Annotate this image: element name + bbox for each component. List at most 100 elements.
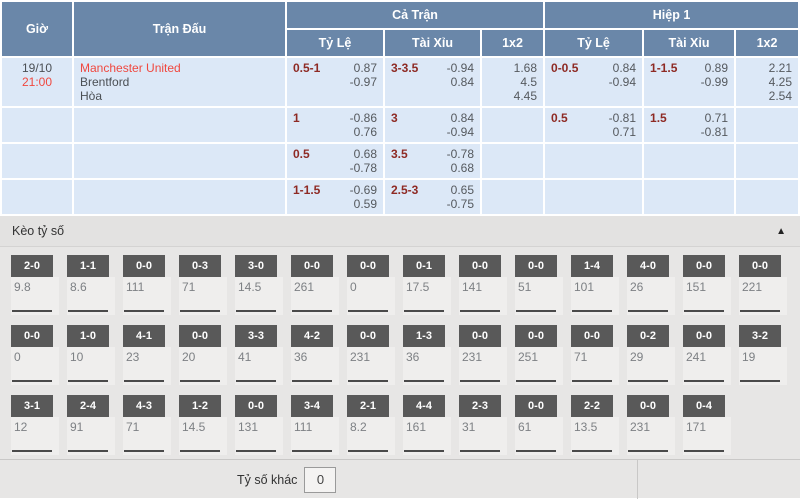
score-odd-value[interactable]: 36 xyxy=(403,347,451,385)
score-tile[interactable]: 0-0 241 xyxy=(683,325,731,387)
ft-1x2-cell[interactable]: 1.68 4.5 4.45 xyxy=(482,58,544,106)
ft-1x2-home-odd[interactable]: 1.68 xyxy=(513,61,538,75)
ft-1x2-cell[interactable] xyxy=(482,108,544,142)
other-score-input[interactable] xyxy=(304,466,337,493)
score-odd-value[interactable]: 161 xyxy=(403,417,451,455)
ft-handicap-cell[interactable]: 0.5-1 0.87 -0.97 xyxy=(287,58,383,106)
score-tile[interactable]: 1-3 36 xyxy=(403,325,451,387)
score-tile[interactable]: 1-4 101 xyxy=(571,255,619,317)
h1-overunder-cell[interactable]: 1.5 0.71 -0.81 xyxy=(644,108,735,142)
score-odd-value[interactable]: 71 xyxy=(571,347,619,385)
h1-handicap-odd-away[interactable]: 0.71 xyxy=(612,125,637,139)
score-tile[interactable]: 1-1 8.6 xyxy=(67,255,115,317)
score-tile[interactable]: 0-0 231 xyxy=(347,325,395,387)
score-tile[interactable]: 1-2 14.5 xyxy=(179,395,227,457)
score-odd-value[interactable]: 0 xyxy=(11,347,59,385)
ft-over-odd[interactable]: -0.78 xyxy=(446,147,474,161)
ft-1x2-cell[interactable] xyxy=(482,144,544,178)
score-odd-value[interactable]: 71 xyxy=(123,417,171,455)
score-tile[interactable]: 0-0 231 xyxy=(459,325,507,387)
h1-1x2-draw-odd[interactable]: 4.25 xyxy=(768,75,793,89)
score-tile[interactable]: 3-4 111 xyxy=(291,395,339,457)
h1-handicap-odd-home[interactable]: 0.84 xyxy=(612,61,637,75)
score-odd-value[interactable]: 41 xyxy=(235,347,283,385)
ft-under-odd[interactable]: -0.94 xyxy=(446,125,474,139)
score-odd-value[interactable]: 17.5 xyxy=(403,277,451,315)
score-tile[interactable]: 0-4 171 xyxy=(683,395,731,457)
score-tile[interactable]: 0-0 251 xyxy=(515,325,563,387)
ft-over-odd[interactable]: 0.84 xyxy=(450,111,474,125)
score-odd-value[interactable]: 8.2 xyxy=(347,417,395,455)
score-tile[interactable]: 2-1 8.2 xyxy=(347,395,395,457)
score-tile[interactable]: 2-2 13.5 xyxy=(571,395,619,457)
score-tile[interactable]: 2-0 9.8 xyxy=(11,255,59,317)
score-odd-value[interactable]: 251 xyxy=(515,347,563,385)
ft-overunder-cell[interactable]: 3 0.84 -0.94 xyxy=(385,108,480,142)
score-odd-value[interactable]: 111 xyxy=(123,277,171,315)
h1-under-odd[interactable]: -0.99 xyxy=(700,75,729,89)
ft-over-odd[interactable]: -0.94 xyxy=(446,61,474,75)
score-tile[interactable]: 0-0 51 xyxy=(515,255,563,317)
score-tile[interactable]: 4-2 36 xyxy=(291,325,339,387)
h1-handicap-cell[interactable]: 0-0.5 0.84 -0.94 xyxy=(545,58,643,106)
score-tile[interactable]: 2-4 91 xyxy=(67,395,115,457)
score-odd-value[interactable]: 14.5 xyxy=(179,417,227,455)
score-tile[interactable]: 3-0 14.5 xyxy=(235,255,283,317)
score-odd-value[interactable]: 23 xyxy=(123,347,171,385)
score-tile[interactable]: 3-3 41 xyxy=(235,325,283,387)
score-odd-value[interactable]: 111 xyxy=(291,417,339,455)
score-tile[interactable]: 0-0 111 xyxy=(123,255,171,317)
ft-overunder-cell[interactable]: 3.5 -0.78 0.68 xyxy=(385,144,480,178)
score-tile[interactable]: 0-0 221 xyxy=(739,255,787,317)
score-odd-value[interactable]: 131 xyxy=(235,417,283,455)
score-odd-value[interactable]: 10 xyxy=(67,347,115,385)
h1-1x2-cell[interactable] xyxy=(736,180,799,214)
ft-handicap-odd-away[interactable]: -0.78 xyxy=(349,161,377,175)
score-odd-value[interactable]: 231 xyxy=(347,347,395,385)
score-tile[interactable]: 0-0 231 xyxy=(627,395,675,457)
ft-1x2-draw-odd[interactable]: 4.5 xyxy=(520,75,538,89)
score-tile[interactable]: 0-0 131 xyxy=(235,395,283,457)
collapse-chevron-icon[interactable]: ▲ xyxy=(776,225,786,237)
score-odd-value[interactable]: 19 xyxy=(739,347,787,385)
score-odd-value[interactable]: 231 xyxy=(459,347,507,385)
score-tile[interactable]: 2-3 31 xyxy=(459,395,507,457)
score-tile[interactable]: 0-3 71 xyxy=(179,255,227,317)
h1-handicap-cell[interactable] xyxy=(545,180,643,214)
h1-overunder-cell[interactable]: 1-1.5 0.89 -0.99 xyxy=(644,58,735,106)
ft-over-odd[interactable]: 0.65 xyxy=(450,183,474,197)
score-odd-value[interactable]: 26 xyxy=(627,277,675,315)
score-odd-value[interactable]: 221 xyxy=(739,277,787,315)
score-tile[interactable]: 0-0 71 xyxy=(571,325,619,387)
ft-under-odd[interactable]: 0.68 xyxy=(450,161,474,175)
ft-under-odd[interactable]: 0.84 xyxy=(450,75,474,89)
score-odd-value[interactable]: 51 xyxy=(515,277,563,315)
h1-over-odd[interactable]: 0.71 xyxy=(704,111,729,125)
ft-handicap-odd-home[interactable]: -0.86 xyxy=(349,111,377,125)
score-odd-value[interactable]: 141 xyxy=(459,277,507,315)
ft-handicap-odd-home[interactable]: 0.87 xyxy=(353,61,377,75)
ft-handicap-odd-away[interactable]: 0.76 xyxy=(353,125,377,139)
score-tile[interactable]: 4-0 26 xyxy=(627,255,675,317)
ft-handicap-odd-away[interactable]: -0.97 xyxy=(349,75,377,89)
score-odd-value[interactable]: 13.5 xyxy=(571,417,619,455)
score-odd-value[interactable]: 14.5 xyxy=(235,277,283,315)
h1-overunder-cell[interactable] xyxy=(644,180,735,214)
h1-1x2-cell[interactable] xyxy=(736,108,799,142)
score-odd-value[interactable]: 231 xyxy=(627,417,675,455)
score-odd-value[interactable]: 261 xyxy=(291,277,339,315)
h1-1x2-home-odd[interactable]: 2.21 xyxy=(768,61,793,75)
h1-handicap-cell[interactable] xyxy=(545,144,643,178)
score-odd-value[interactable]: 71 xyxy=(179,277,227,315)
score-odd-value[interactable]: 241 xyxy=(683,347,731,385)
score-odd-value[interactable]: 61 xyxy=(515,417,563,455)
score-tile[interactable]: 0-0 141 xyxy=(459,255,507,317)
score-tile[interactable]: 3-1 12 xyxy=(11,395,59,457)
h1-handicap-odd-away[interactable]: -0.94 xyxy=(608,75,637,89)
ft-handicap-cell[interactable]: 0.5 0.68 -0.78 xyxy=(287,144,383,178)
score-tile[interactable]: 1-0 10 xyxy=(67,325,115,387)
score-odd-value[interactable]: 9.8 xyxy=(11,277,59,315)
score-tile[interactable]: 4-4 161 xyxy=(403,395,451,457)
correct-score-header[interactable]: Kèo tỷ số ▲ xyxy=(0,216,800,247)
score-tile[interactable]: 0-0 151 xyxy=(683,255,731,317)
